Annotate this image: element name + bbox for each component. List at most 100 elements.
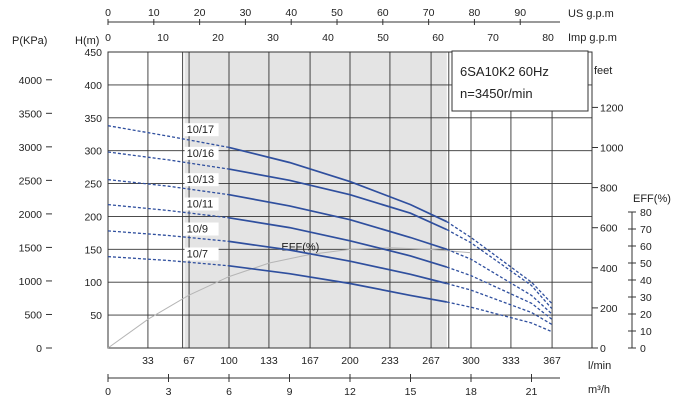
us-gpm-tick-label: 80: [469, 7, 481, 19]
model-info-box: [451, 50, 589, 112]
us-gpm-tick-label: 40: [285, 7, 297, 19]
curve-label-bg: [184, 123, 219, 137]
feet-tick-label: 400: [600, 263, 618, 275]
eff-tick-label: 30: [640, 292, 652, 304]
head-tick-label: 300: [84, 146, 102, 158]
head-curves: 10/17 10/16 10/13 10/11 10/9 10/7: [107, 123, 553, 333]
axis-label-lmin: l/min: [588, 360, 611, 372]
imp-gpm-tick-label: 20: [212, 32, 224, 44]
imp-gpm-tick-label: 10: [157, 32, 169, 44]
lmin-tick-label: 100: [220, 355, 238, 367]
head-curve-solid: [228, 264, 447, 303]
head-curve-dashed: [446, 221, 553, 304]
head-curve-dashed: [107, 125, 230, 149]
lmin-tick-label: 133: [260, 355, 278, 367]
m3h-tick-label: 3: [166, 386, 172, 398]
imp-gpm-tick-label: 50: [377, 32, 389, 44]
head-curve-dashed: [446, 301, 552, 333]
curve-label: 10/7: [187, 249, 208, 261]
curve-label-bg: [184, 247, 219, 261]
eff-tick-label: 0: [640, 343, 646, 355]
head-curve-solid: [228, 216, 448, 268]
us-gpm-tick-label: 60: [377, 7, 389, 19]
head-tick-label: 100: [84, 277, 102, 289]
m3h-tick-label: 0: [105, 386, 111, 398]
imp-gpm-tick-label: 30: [267, 32, 279, 44]
curve-label-bg: [184, 222, 219, 236]
feet-tick-label: 1200: [600, 102, 624, 114]
recommended-range-rect: [184, 52, 447, 348]
us-gpm-tick-label: 20: [194, 7, 206, 19]
head-curve-dashed: [107, 255, 230, 267]
curve-label: 10/9: [187, 224, 208, 236]
eff-tick-label: 40: [640, 275, 652, 287]
imp-gpm-tick-label: 0: [105, 32, 111, 44]
m3h-tick-label: 9: [287, 386, 293, 398]
axes: 5010015020025030035040045005001000150020…: [19, 7, 652, 398]
lmin-tick-label: 233: [381, 355, 399, 367]
eff-tick-label: 80: [640, 207, 652, 219]
imp-gpm-tick-label: 80: [542, 32, 554, 44]
eff-tick-label: 20: [640, 309, 652, 321]
head-curve-dashed: [446, 266, 553, 320]
head-curve-solid: [228, 146, 448, 223]
head-tick-label: 450: [84, 47, 102, 59]
us-gpm-tick-label: 30: [240, 7, 252, 19]
curve-label-bg: [184, 146, 219, 160]
head-tick-label: 250: [84, 179, 102, 191]
us-gpm-tick-label: 10: [148, 7, 160, 19]
us-gpm-tick-label: 0: [105, 7, 111, 19]
pressure-tick-label: 2500: [19, 175, 43, 187]
recommended-range-band: [182, 52, 450, 348]
axis-label-pressure: P(KPa): [12, 35, 47, 47]
axis-label-eff: EFF(%): [633, 193, 671, 205]
curve-label: 10/16: [187, 148, 215, 160]
pressure-tick-label: 2000: [19, 209, 43, 221]
axis-label-us-gpm: US g.p.m: [568, 8, 614, 20]
head-tick-label: 200: [84, 211, 102, 223]
head-tick-label: 150: [84, 244, 102, 256]
head-curve-dashed: [446, 282, 553, 325]
axis-label-feet: feet: [594, 65, 612, 77]
feet-tick-label: 200: [600, 303, 618, 315]
head-curve-dashed: [107, 230, 230, 243]
m3h-tick-label: 6: [226, 386, 232, 398]
m3h-tick-label: 21: [526, 386, 538, 398]
curve-label-bg: [184, 197, 219, 211]
axis-label-imp-gpm: Imp g.p.m: [568, 32, 617, 44]
head-tick-label: 400: [84, 80, 102, 92]
m3h-tick-label: 15: [405, 386, 417, 398]
pressure-tick-label: 1500: [19, 242, 43, 254]
head-curve-solid: [228, 193, 448, 251]
pressure-tick-label: 500: [24, 309, 42, 321]
lmin-tick-label: 67: [183, 355, 195, 367]
head-curve-solid: [228, 240, 448, 285]
imp-gpm-tick-label: 60: [432, 32, 444, 44]
lmin-tick-label: 367: [543, 355, 561, 367]
lmin-tick-label: 33: [142, 355, 154, 367]
us-gpm-tick-label: 70: [423, 7, 435, 19]
lmin-tick-label: 300: [462, 355, 480, 367]
imp-gpm-tick-label: 40: [322, 32, 334, 44]
eff-tick-label: 60: [640, 241, 652, 253]
head-tick-label: 50: [90, 310, 102, 322]
feet-tick-label: 600: [600, 223, 618, 235]
us-gpm-tick-label: 90: [514, 7, 526, 19]
head-curve-dashed: [446, 248, 553, 315]
head-curve-solid: [228, 168, 448, 231]
m3h-tick-label: 12: [344, 386, 356, 398]
lmin-tick-label: 267: [422, 355, 440, 367]
head-curve-dashed: [107, 151, 230, 170]
lmin-tick-label: 333: [502, 355, 520, 367]
imp-gpm-tick-label: 70: [487, 32, 499, 44]
pressure-tick-label: 0: [36, 343, 42, 355]
curve-label: 10/17: [187, 124, 215, 136]
pressure-tick-label: 1000: [19, 276, 43, 288]
lmin-tick-label: 167: [301, 355, 319, 367]
lmin-tick-label: 200: [341, 355, 359, 367]
pressure-tick-label: 3000: [19, 142, 43, 154]
curve-label: 10/13: [187, 174, 215, 186]
head-tick-label: 350: [84, 113, 102, 125]
speed-label: n=3450r/min: [460, 86, 533, 101]
